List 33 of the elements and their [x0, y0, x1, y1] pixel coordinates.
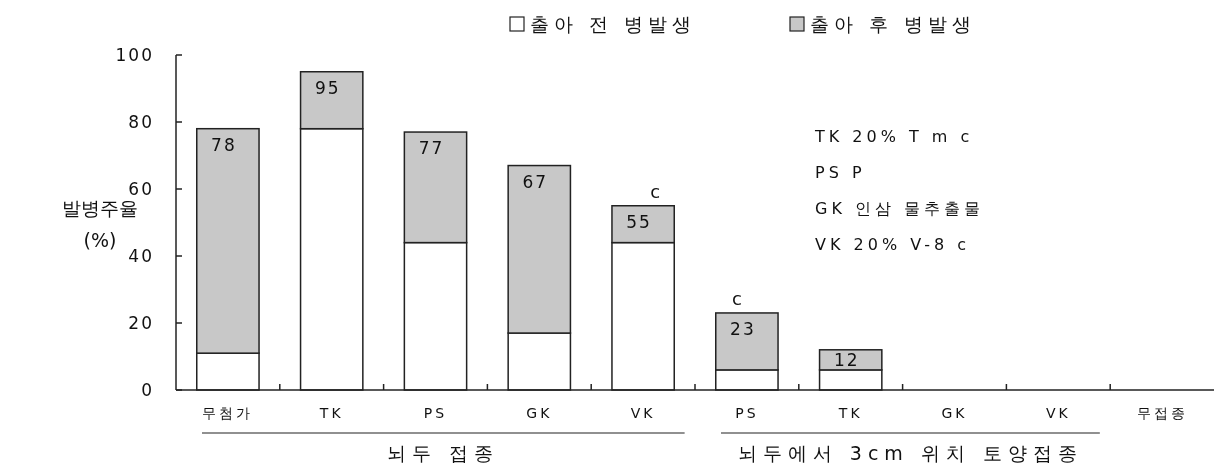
x-tick-label: VK — [630, 405, 656, 421]
legend-label: 출아 후 병발생 — [810, 13, 977, 35]
x-tick-label: VK — [1045, 405, 1071, 421]
y-tick-label: 0 — [141, 380, 154, 400]
y-tick-label: 20 — [128, 313, 154, 333]
x-tick-label: 무접종 — [1136, 405, 1188, 421]
annotation: GK 인삼 물추출물 — [815, 199, 985, 218]
total-label: 55 — [626, 211, 652, 232]
y-tick-label: 100 — [115, 45, 154, 65]
total-label: 78 — [211, 134, 237, 155]
y-tick-label: 60 — [128, 179, 154, 199]
x-tick-label: 무첨가 — [202, 405, 254, 421]
total-label: 67 — [522, 171, 549, 192]
annotation: VK 20% V-8 c — [815, 235, 971, 254]
x-tick-label: GK — [941, 405, 968, 421]
text: 뇌두에서 3cm 위치 토양접종 — [737, 442, 1083, 464]
annotation: PS P — [815, 163, 866, 182]
total-label: 95 — [314, 77, 341, 98]
x-tick-label: TK — [837, 405, 863, 421]
annotation: TK 20% T m c — [814, 127, 974, 146]
x-tick-label: PS — [423, 405, 448, 421]
total-label: 77 — [418, 138, 445, 159]
x-tick-label: TK — [318, 405, 344, 421]
x-tick-label: PS — [735, 405, 759, 421]
total-label: 12 — [833, 349, 860, 370]
y-tick-label: 40 — [128, 246, 154, 266]
annotation: c — [650, 180, 661, 202]
text: 뇌두 접종 — [387, 442, 500, 464]
annotation: c — [731, 287, 742, 309]
y-tick-label: 80 — [128, 112, 154, 132]
legend-label: 출아 전 병발생 — [530, 13, 697, 35]
x-tick-label: GK — [526, 405, 553, 421]
total-label: 23 — [730, 318, 756, 339]
